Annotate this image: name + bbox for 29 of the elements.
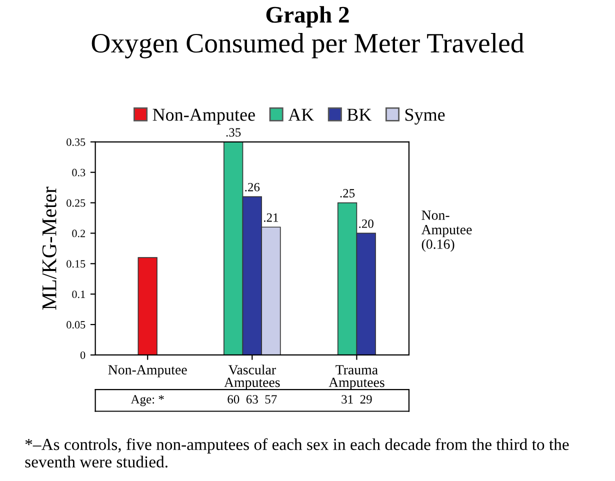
y-tick-label: 0.1: [72, 290, 85, 298]
data-label: .35: [226, 128, 241, 137]
x-tick-label: Vascular Amputees: [224, 364, 280, 390]
chart-title: Graph 2: [266, 6, 349, 28]
data-label: .21: [264, 213, 278, 222]
x-tick-label: Trauma Amputees: [328, 365, 384, 390]
y-tick-label: 0.3: [72, 168, 86, 176]
chart-subtitle: Oxygen Consumed per Meter Traveled: [92, 33, 524, 58]
legend-label: BK: [347, 108, 372, 121]
bar: [138, 257, 158, 355]
legend-label: Syme: [405, 108, 445, 125]
data-label: .20: [359, 219, 374, 228]
y-tick-label: 0.35: [66, 138, 86, 146]
text: 60 63 57: [228, 395, 277, 404]
text: *–As controls, five non-amputees of each sex in each decade from the third to the seventh were studied.: [25, 438, 569, 468]
text: Age: *: [130, 395, 164, 406]
y-tick-label: 0.15: [66, 260, 86, 268]
data-label: .26: [245, 182, 260, 192]
y-axis-title: ML/KG-Meter: [42, 186, 56, 310]
data-label: .25: [340, 189, 355, 198]
text: 31 29: [342, 395, 372, 404]
legend-label: AK: [288, 108, 314, 121]
y-tick-label: 0.05: [66, 321, 86, 329]
legend-label: Non-Amputee: [152, 108, 255, 125]
y-tick-label: 0.25: [66, 199, 86, 207]
y-tick-label: 0.2: [72, 230, 85, 238]
x-tick-label: Non-Amputee: [108, 365, 187, 378]
y-tick-label: 0: [80, 351, 86, 359]
text: Non- Amputee (0.16): [421, 210, 472, 252]
